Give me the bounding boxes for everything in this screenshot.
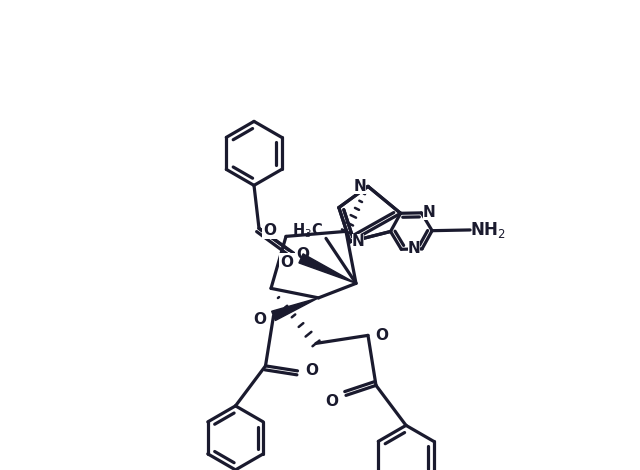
Text: N: N [408,242,420,256]
Text: O: O [326,394,339,409]
Text: N: N [351,234,364,249]
Text: O: O [376,328,388,343]
Text: O: O [296,247,310,262]
Polygon shape [271,298,319,321]
Text: O: O [305,363,318,378]
Text: N: N [354,179,366,194]
Text: O: O [253,313,266,328]
Text: H$_3$C: H$_3$C [292,221,324,240]
Text: O: O [264,223,276,238]
Polygon shape [299,254,356,283]
Text: O: O [280,255,294,270]
Text: N: N [423,205,436,220]
Text: NH$_2$: NH$_2$ [470,220,506,240]
